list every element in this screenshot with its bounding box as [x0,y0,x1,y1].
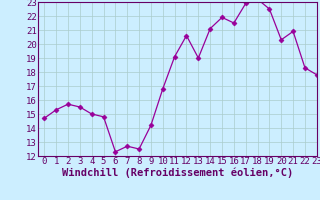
X-axis label: Windchill (Refroidissement éolien,°C): Windchill (Refroidissement éolien,°C) [62,168,293,178]
